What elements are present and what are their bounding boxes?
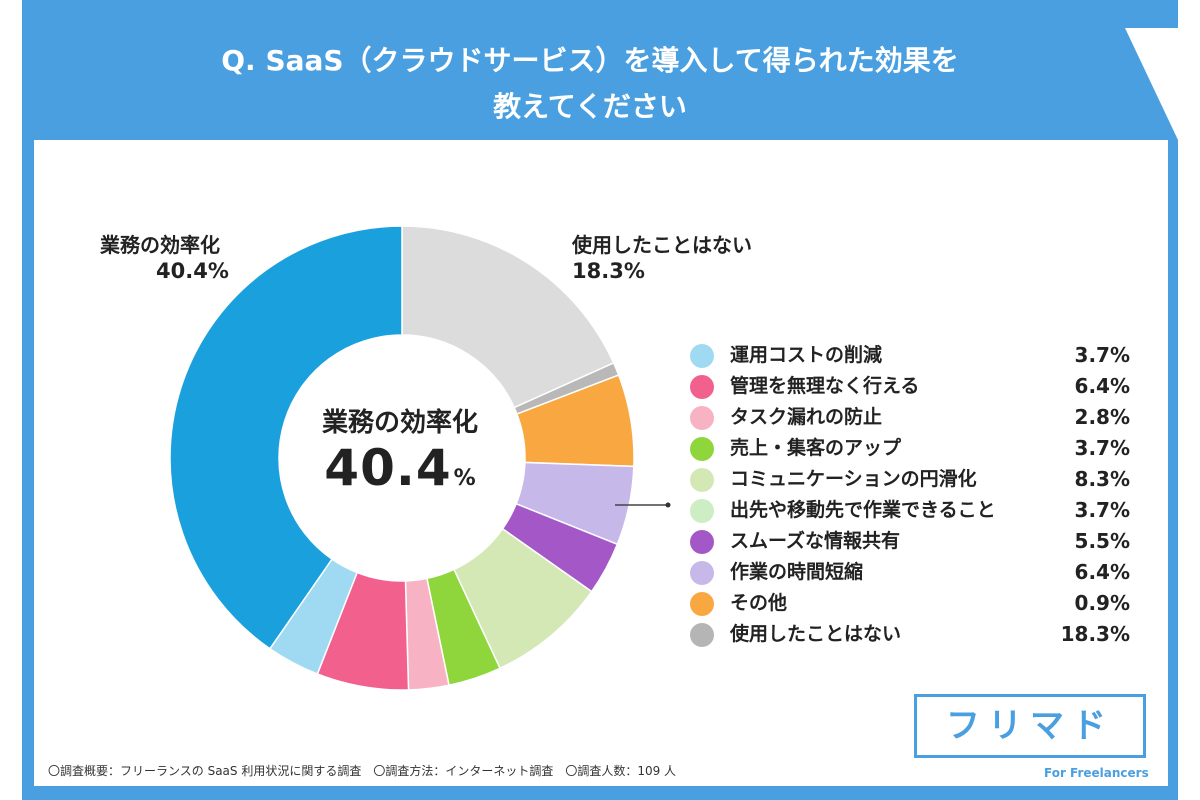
legend-swatch-0 xyxy=(690,344,714,368)
legend-swatch-5 xyxy=(690,499,714,523)
legend-value-5: 3.7% xyxy=(1074,498,1130,522)
legend-item-8: その他 0.9% xyxy=(690,588,1135,619)
legend-value-0: 3.7% xyxy=(1074,343,1130,367)
legend-label-5: 出先や移動先で作業できること xyxy=(730,499,996,521)
legend-item-4: コミュニケーションの円滑化 8.3% xyxy=(690,464,1135,495)
callout-main: 業務の効率化 40.4% xyxy=(100,232,229,284)
legend-value-3: 3.7% xyxy=(1074,436,1130,460)
donut-slice-0 xyxy=(401,225,615,409)
legend-label-0: 運用コストの削減 xyxy=(730,344,883,366)
donut-center-label: 業務の効率化 40.4% xyxy=(290,402,510,497)
legend-swatch-8 xyxy=(690,592,714,616)
legend-label-3: 売上・集客のアップ xyxy=(730,437,902,459)
page-fold-corner xyxy=(1125,28,1178,140)
center-label-unit: % xyxy=(453,466,476,491)
callout-unused-value: 18.3% xyxy=(572,259,645,283)
legend-value-7: 6.4% xyxy=(1074,560,1130,584)
donut-slices xyxy=(169,225,635,691)
brand-logo: フリマド xyxy=(914,694,1146,758)
legend-swatch-6 xyxy=(690,530,714,554)
legend-item-7: 作業の時間短縮 6.4% xyxy=(690,557,1135,588)
legend-swatch-2 xyxy=(690,406,714,430)
center-label-name: 業務の効率化 xyxy=(321,408,478,438)
legend-swatch-3 xyxy=(690,437,714,461)
legend-item-1: 管理を無理なく行える 6.4% xyxy=(690,371,1135,402)
legend-swatch-7 xyxy=(690,561,714,585)
legend-label-8: その他 xyxy=(730,592,788,614)
legend-label-4: コミュニケーションの円滑化 xyxy=(730,468,977,490)
legend-item-0: 運用コストの削減 3.7% xyxy=(690,340,1135,371)
legend-value-8: 0.9% xyxy=(1074,591,1130,615)
chart-title: Q. SaaS（クラウドサービス）を導入して得られた効果を 教えてください xyxy=(150,38,1030,130)
callout-unused: 使用したことはない 18.3% xyxy=(572,232,752,284)
chart-title-line-2: 教えてください xyxy=(493,90,687,123)
legend-value-2: 2.8% xyxy=(1074,405,1130,429)
callout-main-value: 40.4% xyxy=(156,259,229,283)
legend-label-6: スムーズな情報共有 xyxy=(730,530,901,552)
center-label-value: 40.4 xyxy=(324,439,452,497)
legend-item-3: 売上・集客のアップ 3.7% xyxy=(690,433,1135,464)
legend-swatch-4 xyxy=(690,468,714,492)
legend-label-1: 管理を無理なく行える xyxy=(730,375,920,397)
legend-item-6: スムーズな情報共有 5.5% xyxy=(690,526,1135,557)
survey-footnote: 〇調査概要：フリーランスの SaaS 利用状況に関する調査 〇調査方法：インター… xyxy=(48,764,677,778)
legend-label-2: タスク漏れの防止 xyxy=(730,406,883,428)
legend-value-1: 6.4% xyxy=(1074,374,1130,398)
brand-logo-tagline: For Freelancers xyxy=(1044,766,1149,780)
chart-legend: 運用コストの削減 3.7% 管理を無理なく行える 6.4% タスク漏れの防止 2.8% 売上… xyxy=(690,340,1135,650)
legend-value-9: 18.3% xyxy=(1060,622,1130,646)
legend-value-4: 8.3% xyxy=(1074,467,1130,491)
legend-item-2: タスク漏れの防止 2.8% xyxy=(690,402,1135,433)
legend-swatch-1 xyxy=(690,375,714,399)
legend-swatch-9 xyxy=(690,623,714,647)
donut-slice-10 xyxy=(169,225,403,650)
callout-unused-label: 使用したことはない xyxy=(572,233,752,257)
legend-item-9: 使用したことはない 18.3% xyxy=(690,619,1135,650)
legend-item-5: 出先や移動先で作業できること 3.7% xyxy=(690,495,1135,526)
legend-leader-dot xyxy=(665,502,671,508)
callout-main-label: 業務の効率化 xyxy=(100,233,220,257)
legend-value-6: 5.5% xyxy=(1074,529,1130,553)
legend-label-9: 使用したことはない xyxy=(730,623,902,645)
chart-title-line-1: Q. SaaS（クラウドサービス）を導入して得られた効果を xyxy=(221,44,959,77)
legend-label-7: 作業の時間短縮 xyxy=(730,561,864,583)
